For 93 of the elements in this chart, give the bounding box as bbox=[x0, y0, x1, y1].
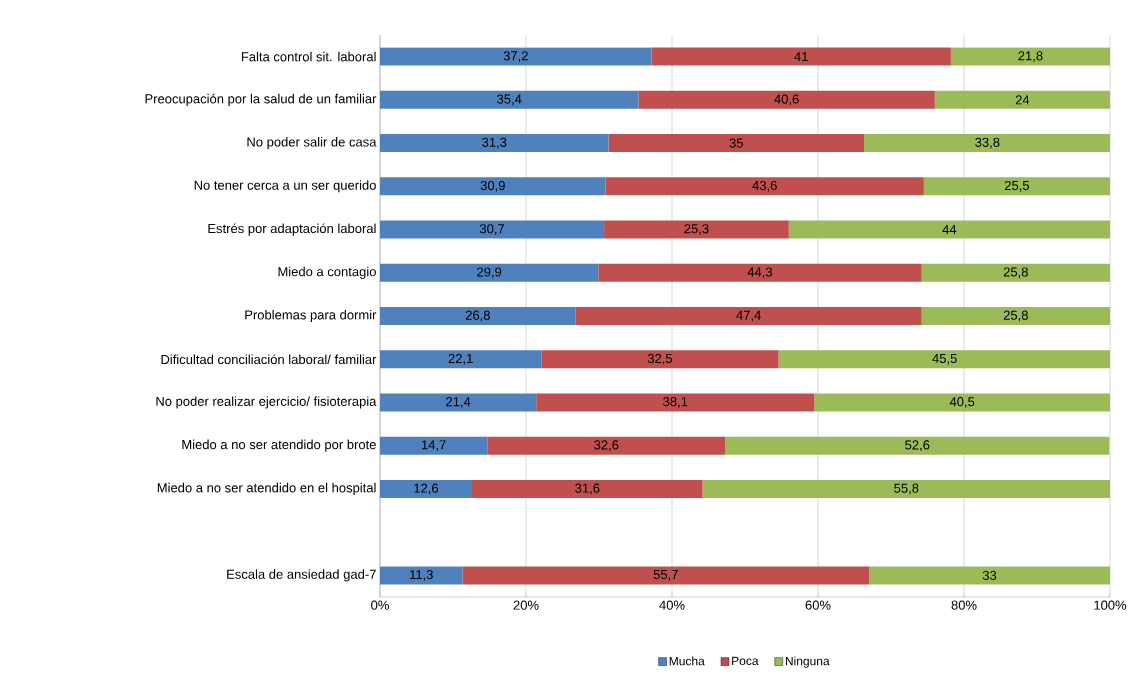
y-tick-label: Escala de ansiedad gad-7 bbox=[227, 569, 376, 582]
data-label: 21,4 bbox=[446, 397, 471, 408]
y-tick-label: No poder salir de casa bbox=[247, 137, 377, 150]
data-label: 44,3 bbox=[747, 267, 773, 279]
bar bbox=[487, 436, 726, 455]
data-label: 25,3 bbox=[684, 224, 709, 235]
legend-label: Poca bbox=[732, 656, 759, 666]
bar bbox=[788, 220, 1110, 239]
bar bbox=[380, 134, 609, 153]
data-label: 32,6 bbox=[594, 440, 619, 452]
bar bbox=[380, 307, 576, 325]
y-tick-label: Miedo a no ser atendido en el hospital bbox=[157, 482, 376, 495]
legend-label: Mucha bbox=[669, 656, 705, 666]
data-label: 41 bbox=[794, 52, 808, 62]
data-label: 38,1 bbox=[663, 397, 688, 408]
data-label: 44 bbox=[942, 225, 957, 234]
data-label: 30,7 bbox=[479, 224, 505, 235]
x-tick-label: 40% bbox=[659, 600, 685, 610]
bar bbox=[598, 263, 922, 282]
bar bbox=[380, 220, 605, 239]
bar bbox=[380, 436, 488, 455]
y-tick-label: Problemas para dormir bbox=[245, 309, 377, 323]
data-label: 55,7 bbox=[653, 570, 678, 581]
data-label: 11,3 bbox=[410, 570, 433, 581]
data-label: 40,5 bbox=[949, 397, 975, 408]
data-label: 37,2 bbox=[503, 51, 528, 62]
data-label: 35,4 bbox=[497, 94, 522, 106]
data-label: 33,8 bbox=[975, 137, 1000, 149]
x-tick-label: 80% bbox=[951, 600, 977, 610]
bar bbox=[541, 350, 779, 369]
bar bbox=[638, 90, 935, 109]
data-label: 25,8 bbox=[1003, 310, 1028, 322]
data-label: 30,9 bbox=[480, 180, 505, 192]
bar bbox=[604, 220, 789, 239]
y-tick-label: No poder realizar ejercicio/ fisioterapia bbox=[156, 396, 377, 409]
data-label: 12,6 bbox=[414, 483, 439, 495]
bar bbox=[608, 134, 864, 153]
data-label: 25,8 bbox=[1003, 267, 1028, 279]
bar bbox=[380, 566, 463, 585]
x-tick-label: 60% bbox=[805, 600, 831, 610]
y-tick-label: Estrés por adaptación laboral bbox=[208, 223, 376, 236]
data-label: 55,8 bbox=[894, 483, 919, 495]
y-tick-label: Preocupación por la salud de un familiar bbox=[145, 93, 377, 106]
bar bbox=[725, 436, 1110, 455]
bar bbox=[814, 393, 1110, 412]
bar bbox=[380, 90, 639, 109]
data-label: 21,8 bbox=[1018, 51, 1043, 62]
data-label: 14,7 bbox=[422, 440, 446, 451]
bar bbox=[702, 479, 1110, 498]
bar bbox=[605, 177, 924, 196]
x-tick-label: 0% bbox=[371, 600, 389, 610]
data-label: 43,6 bbox=[752, 180, 777, 192]
data-label: 32,5 bbox=[647, 353, 673, 365]
legend-label: Ninguna bbox=[785, 656, 830, 668]
bar bbox=[471, 479, 703, 498]
bar bbox=[921, 263, 1110, 282]
bar bbox=[380, 393, 537, 412]
data-label: 24 bbox=[1015, 95, 1030, 105]
bar bbox=[380, 177, 606, 196]
data-label: 25,5 bbox=[1004, 180, 1030, 192]
bar bbox=[923, 177, 1110, 196]
y-tick-label: No tener cerca a un ser querido bbox=[194, 180, 376, 193]
y-tick-label: Dificultad conciliación laboral/ familiar bbox=[161, 354, 377, 365]
data-label: 31,6 bbox=[575, 483, 600, 495]
bar bbox=[869, 566, 1110, 585]
data-label: 29,9 bbox=[477, 267, 502, 279]
y-tick-label: Miedo a contagio bbox=[278, 266, 376, 279]
data-label: 22,1 bbox=[448, 353, 473, 365]
bar bbox=[950, 47, 1110, 66]
x-tick-label: 100% bbox=[1094, 600, 1127, 610]
data-label: 40,6 bbox=[774, 94, 799, 106]
bar bbox=[380, 479, 472, 498]
y-tick-label: Miedo a no ser atendido por brote bbox=[182, 439, 376, 452]
data-label: 47,4 bbox=[736, 310, 761, 322]
bar bbox=[651, 47, 951, 66]
bar bbox=[934, 90, 1110, 109]
data-label: 45,5 bbox=[932, 353, 957, 365]
data-label: 35 bbox=[729, 138, 743, 148]
data-label: 33 bbox=[982, 570, 997, 580]
y-tick-label: Falta control sit. laboral bbox=[241, 51, 376, 62]
bar bbox=[575, 307, 922, 325]
bar bbox=[380, 350, 542, 369]
bar bbox=[380, 47, 652, 66]
bar bbox=[778, 350, 1110, 369]
data-label: 52,6 bbox=[905, 440, 930, 452]
bar bbox=[863, 134, 1110, 153]
data-label: 31,3 bbox=[482, 137, 507, 149]
bar bbox=[536, 393, 815, 412]
bar bbox=[380, 263, 599, 282]
x-tick-label: 20% bbox=[513, 600, 539, 610]
bar bbox=[462, 566, 870, 585]
bar bbox=[921, 307, 1110, 325]
data-label: 26,8 bbox=[465, 310, 490, 322]
